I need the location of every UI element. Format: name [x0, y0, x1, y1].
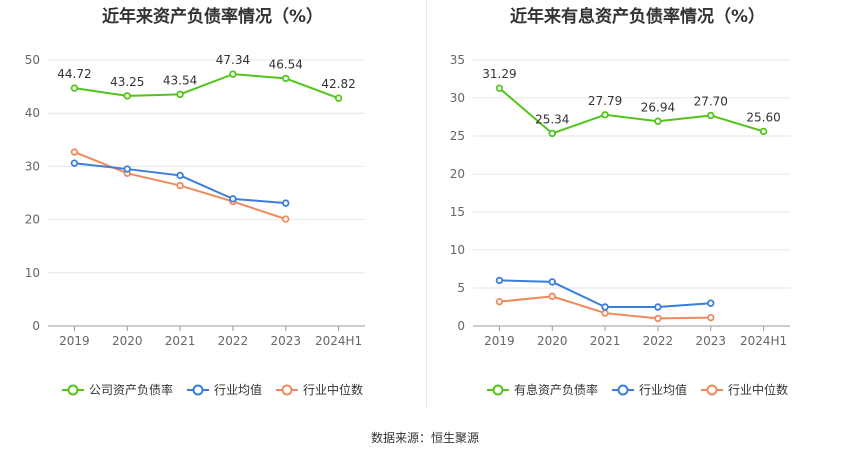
y-tick-label: 10	[450, 243, 465, 257]
y-tick-label: 15	[450, 205, 465, 219]
data-label: 31.29	[482, 67, 516, 81]
legend-swatch-icon	[611, 384, 634, 395]
legend-swatch-icon	[61, 384, 84, 395]
x-tick-label: 2019	[59, 334, 90, 348]
data-source-note: 数据来源：恒生聚源	[370, 431, 479, 445]
line-chart-plot: 0 10 20 30 40 50 2019 2020 2021 2022 2023 2024H1 44.…	[25, 53, 365, 348]
y-tick-label: 10	[25, 266, 40, 280]
data-point	[70, 159, 79, 167]
data-point	[176, 171, 184, 180]
data-point	[282, 74, 290, 83]
data-point	[229, 70, 237, 78]
y-tick-label: 30	[450, 91, 465, 105]
data-label: 26.94	[641, 100, 675, 114]
data-point	[229, 195, 237, 203]
panel-divider	[426, 0, 427, 408]
legend-label: 行业中位数	[728, 383, 789, 397]
x-tick-label: 2023	[695, 334, 726, 348]
data-point	[70, 84, 79, 92]
data-point	[123, 92, 131, 100]
data-point	[282, 215, 290, 223]
x-tick-label: 2019	[484, 334, 515, 348]
y-tick-label: 30	[25, 159, 40, 173]
data-point	[759, 127, 768, 136]
data-point	[495, 84, 504, 92]
data-point	[707, 299, 715, 307]
legend-swatch-icon	[486, 384, 509, 395]
line-chart-plot: 0 5 10 15 20 25 30 35 2019 2020 2021 2022 2023 2024H1…	[450, 53, 790, 348]
x-tick-label: 2024H1	[740, 334, 787, 348]
y-tick-label: 25	[450, 129, 465, 143]
y-tick-label: 20	[25, 213, 40, 227]
data-point	[282, 199, 290, 207]
x-tick-label: 2024H1	[315, 334, 362, 348]
data-point	[495, 297, 504, 306]
legend-item[interactable]: 行业中位数	[276, 381, 363, 398]
data-label: 43.25	[110, 75, 144, 89]
data-point	[601, 309, 609, 317]
series-line	[499, 279, 711, 308]
legend-swatch-icon	[186, 384, 209, 395]
data-point	[176, 181, 184, 190]
data-point	[601, 303, 609, 311]
data-label: 43.54	[163, 73, 197, 87]
legend-item[interactable]: 行业均值	[186, 381, 262, 398]
data-point	[601, 111, 609, 119]
legend-item[interactable]: 公司资产负债率	[61, 381, 173, 398]
chart-panel-right: 近年来有息资产负债率情况（%） 0 5 10 15 20 25 30 35 2019 2020 20…	[425, 0, 850, 420]
x-tick-label: 2023	[270, 334, 301, 348]
chart-legend: 有息资产负债率 行业均值 行业中位数	[425, 381, 850, 398]
chart-panel-left: 近年来资产负债率情况（%） 0 10 20 30 40 50 2019 2020 2021 202…	[0, 0, 425, 420]
y-tick-label: 0	[32, 319, 40, 333]
x-tick-label: 2020	[537, 334, 568, 348]
legend-item[interactable]: 有息资产负债率	[486, 381, 598, 398]
series-line	[498, 87, 764, 135]
data-point	[548, 292, 556, 301]
data-point	[548, 278, 556, 286]
data-point	[70, 148, 79, 156]
series-line	[74, 73, 339, 100]
data-label: 25.34	[535, 112, 569, 126]
legend-item[interactable]: 行业均值	[611, 381, 687, 398]
data-point	[123, 165, 131, 173]
data-label: 44.72	[57, 67, 91, 81]
x-tick-label: 2022	[643, 334, 674, 348]
data-label: 47.34	[216, 53, 250, 67]
data-label: 46.54	[269, 57, 303, 71]
legend-label: 有息资产负债率	[513, 383, 598, 397]
y-tick-label: 35	[450, 53, 465, 67]
legend-item[interactable]: 行业中位数	[701, 381, 788, 398]
y-tick-label: 5	[457, 281, 465, 295]
x-tick-label: 2021	[590, 334, 621, 348]
x-tick-label: 2021	[165, 334, 196, 348]
x-tick-label: 2022	[218, 334, 249, 348]
data-point	[654, 117, 662, 125]
data-point	[176, 90, 184, 99]
legend-label: 行业均值	[638, 383, 687, 397]
chart-title: 近年来有息资产负债率情况（%）	[509, 7, 766, 27]
data-point	[495, 276, 504, 285]
data-point	[548, 129, 556, 138]
y-tick-label: 0	[457, 319, 465, 333]
data-label: 27.79	[588, 94, 622, 108]
y-tick-label: 50	[25, 53, 40, 67]
data-point	[654, 303, 662, 311]
legend-label: 公司资产负债率	[88, 383, 173, 397]
y-tick-label: 20	[450, 167, 465, 181]
data-label: 27.70	[694, 94, 728, 108]
legend-label: 行业均值	[213, 383, 262, 397]
data-point	[334, 94, 343, 102]
data-point	[707, 313, 715, 322]
x-tick-label: 2020	[112, 334, 143, 348]
legend-swatch-icon	[276, 384, 298, 395]
data-label: 42.82	[321, 77, 355, 91]
data-point	[707, 111, 715, 120]
y-tick-label: 40	[25, 106, 40, 120]
chart-title: 近年来资产负债率情况（%）	[101, 7, 324, 27]
data-label: 25.60	[746, 110, 780, 124]
data-point	[654, 314, 662, 323]
legend-label: 行业中位数	[303, 383, 364, 397]
legend-swatch-icon	[701, 384, 723, 395]
chart-legend: 公司资产负债率 行业均值 行业中位数	[0, 381, 425, 398]
